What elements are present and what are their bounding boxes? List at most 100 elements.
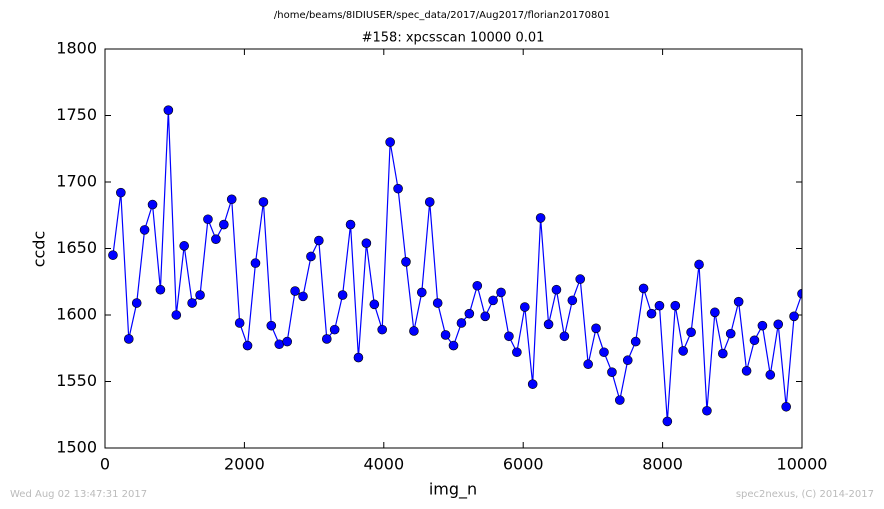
data-point [480,311,491,322]
data-point [535,213,546,223]
data-point [282,336,292,347]
axes-frame [104,48,803,449]
data-point [116,187,126,198]
data-point [187,298,197,308]
data-point [559,331,570,342]
data-point [361,238,372,248]
data-point [512,347,522,358]
data-point [242,340,253,351]
y-tick-label: 1600 [56,305,97,324]
data-point [393,183,403,194]
data-point [432,298,443,308]
x-axis-label: img_n [429,480,477,500]
data-point [781,401,791,412]
data-point [488,295,498,306]
data-point [179,241,189,251]
y-tick-label: 1700 [56,172,97,191]
data-point [551,284,562,295]
data-point [409,326,419,336]
footer-left: Wed Aug 02 13:47:31 2017 [10,489,147,500]
data-point [345,219,356,230]
footer-right: spec2nexus, (C) 2014-2017 [736,489,874,500]
chart-title: #158: xpcsscan 10000 0.01 [362,31,545,46]
y-tick-label: 1500 [56,438,97,457]
data-point [607,367,617,377]
data-point [123,334,134,344]
x-tick-label: 6000 [503,455,544,474]
data-point [749,335,760,346]
data-point [583,359,593,370]
data-point [314,235,324,246]
data-point [472,280,483,291]
data-point [234,318,245,328]
data-point [662,416,673,427]
data-point [369,299,380,310]
data-point [638,283,649,294]
y-tick-label: 1800 [56,39,97,58]
data-point [250,258,261,268]
data-point [416,287,427,298]
data-point [155,284,166,295]
plot-area [108,105,802,427]
data-point [401,256,411,267]
data-point [353,352,364,363]
data-point [377,324,387,335]
data-point [504,331,514,342]
y-axis-label: ccdc [30,231,49,268]
data-point [757,320,768,331]
data-point [575,274,586,284]
y-tick-label: 1550 [56,371,97,390]
data-point [710,307,720,318]
data-point [543,319,554,330]
x-tick-label: 4000 [363,455,404,474]
data-point [337,290,348,300]
data-point [496,287,506,298]
data-point [718,348,728,359]
data-point [789,311,799,322]
data-point [147,199,158,210]
data-point [725,328,736,339]
data-point [203,214,213,225]
data-point [464,308,475,319]
data-point [670,300,681,311]
data-point [448,340,459,351]
data-point [765,370,776,380]
data-point [274,339,285,350]
x-tick-label: 10000 [777,455,828,474]
x-tick-label: 0 [100,455,110,474]
data-point [424,197,435,207]
data-point [108,250,118,260]
data-point [797,288,802,299]
data-point [306,251,316,262]
data-point [171,310,182,320]
data-point [211,234,221,244]
data-point [630,336,641,347]
data-point [440,330,451,340]
data-point [520,302,530,312]
data-point [686,327,696,338]
y-tick-label: 1750 [56,105,97,124]
data-point [329,324,340,335]
data-point [195,290,205,300]
data-point [615,395,625,405]
data-point [290,286,300,296]
x-tick-label: 8000 [642,455,683,474]
data-point [678,346,688,356]
data-point [741,366,752,376]
data-point [456,318,467,328]
data-point [733,296,744,307]
data-point [219,219,229,230]
x-tick-label: 2000 [224,455,265,474]
data-point [646,308,657,319]
data-point [622,355,633,366]
data-point [321,334,332,344]
data-point [591,323,601,334]
data-point [298,291,308,302]
data-point [139,225,150,235]
data-point [567,295,578,306]
data-point [258,197,269,207]
data-point [599,347,609,358]
data-point [773,319,784,330]
data-point [266,320,277,331]
